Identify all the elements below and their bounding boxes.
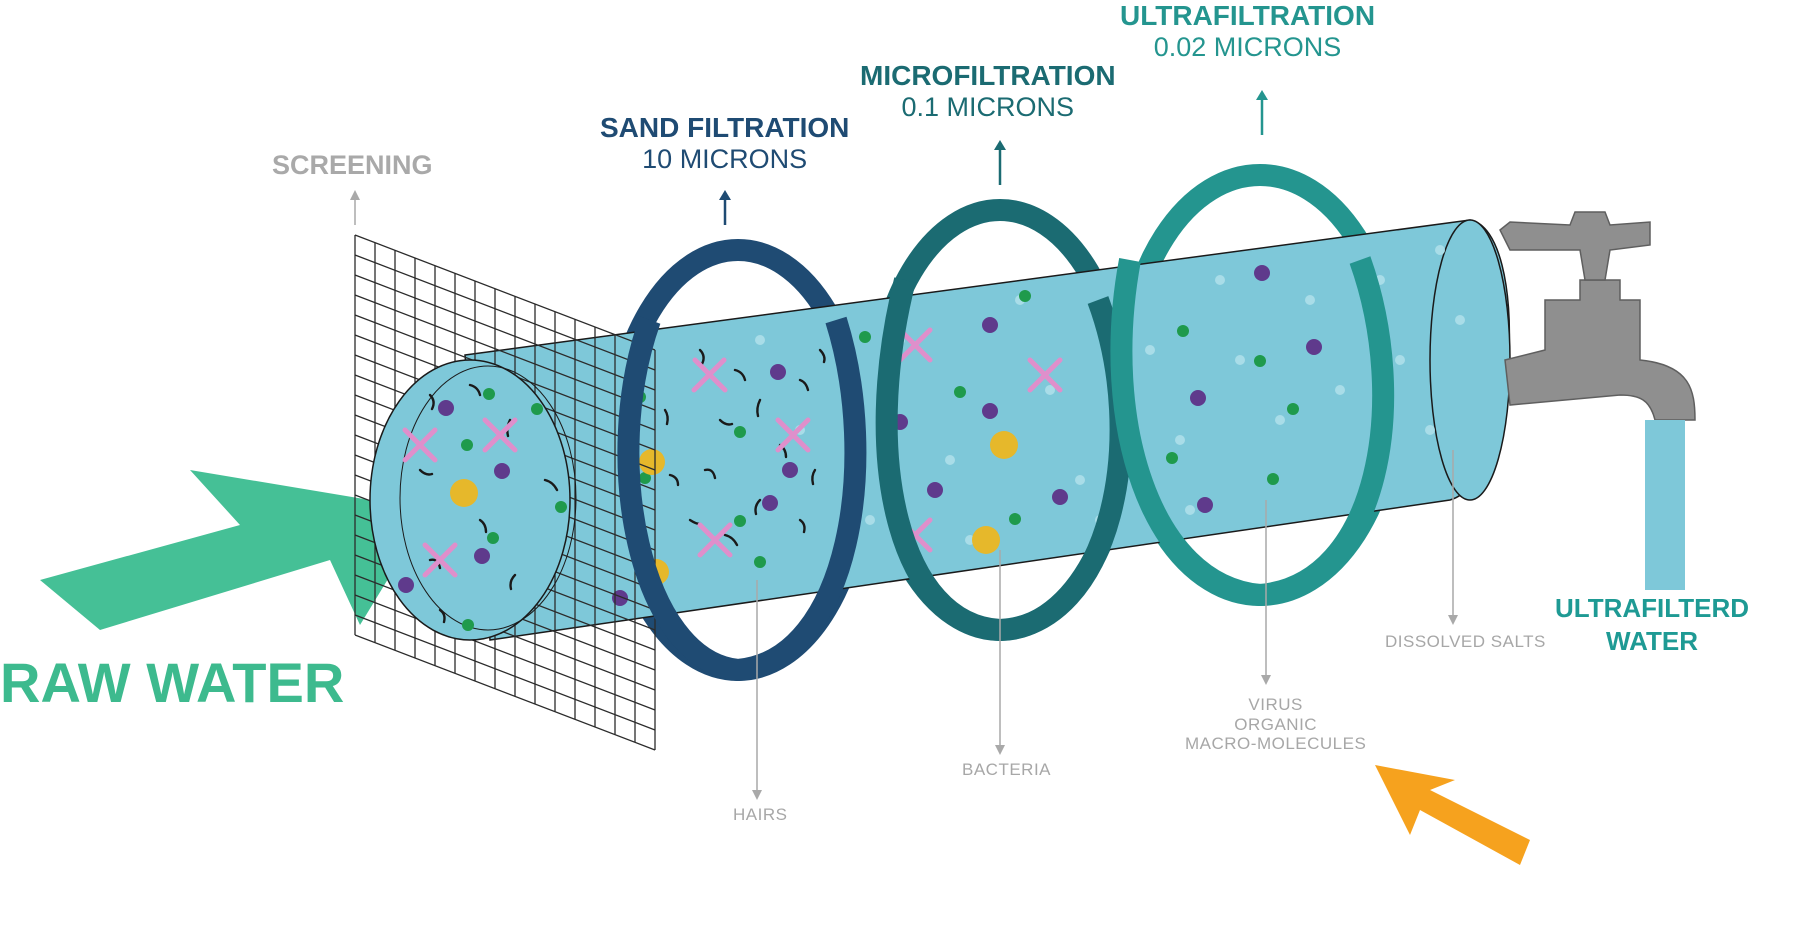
raw-water-label: RAW WATER: [0, 651, 345, 714]
ultrafiltration-label: ULTRAFILTRATION 0.02 MICRONS: [1120, 0, 1375, 63]
microfiltration-label: MICROFILTRATION 0.1 MICRONS: [860, 60, 1116, 123]
hairs-label: HAIRS: [733, 805, 788, 824]
sand-filtration-title: SAND FILTRATION: [600, 112, 850, 143]
ultrafiltered-label-line2: WATER: [1606, 625, 1698, 656]
ultrafiltration-title: ULTRAFILTRATION: [1120, 0, 1376, 31]
sand-filtration-label: SAND FILTRATION 10 MICRONS: [600, 112, 849, 175]
organic-label: ORGANIC: [1234, 714, 1318, 734]
ultrafiltration-size: 0.02 MICRONS: [1153, 32, 1342, 63]
pink-particles: [691, 327, 1063, 558]
ultrafiltered-water-label: ULTRAFILTERD WATER: [1555, 592, 1749, 657]
macro-molecules-label: MACRO-MOLECULES: [1185, 734, 1367, 754]
label-leader-lines: [350, 90, 1458, 800]
orange-arrow-icon: [1375, 765, 1530, 865]
hairs-group: [663, 348, 826, 547]
purple-particles: [612, 265, 1322, 606]
ultrafiltration-ring-front: [1110, 256, 1395, 607]
screening-label: SCREENING: [272, 150, 433, 180]
dissolved-salts-label: DISSOLVED SALTS: [1385, 632, 1546, 651]
microfiltration-title: MICROFILTRATION: [860, 60, 1116, 91]
virus-organic-label: VIRUS ORGANIC MACRO-MOLECULES: [1185, 695, 1366, 754]
bacteria-label: BACTERIA: [962, 760, 1052, 779]
virus-label: VIRUS: [1248, 695, 1303, 714]
water-stream: [1645, 420, 1685, 590]
ultrafiltered-label-line1: ULTRAFILTERD: [1555, 593, 1749, 623]
raw-water-arrow-icon: [40, 470, 430, 630]
cylinder-inlet-face: [369, 359, 577, 641]
faucet-icon: [1499, 211, 1696, 421]
microfiltration-size: 0.1 MICRONS: [901, 92, 1075, 123]
sand-filtration-ring-front: [617, 316, 867, 682]
sand-filtration-size: 10 MICRONS: [642, 144, 808, 175]
